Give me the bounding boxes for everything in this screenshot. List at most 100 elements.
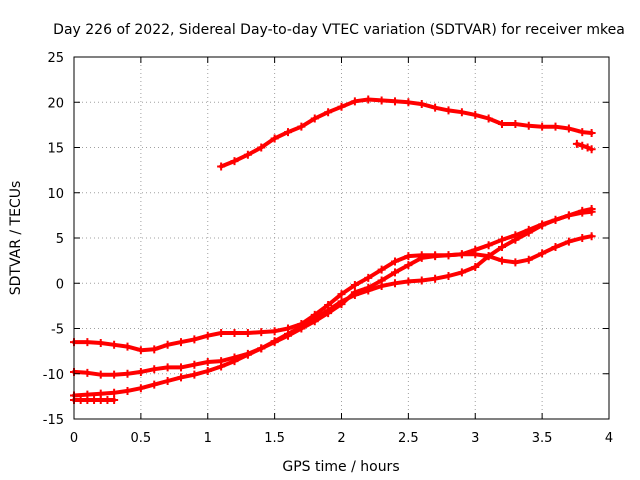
data-point <box>471 245 480 254</box>
x-tick-label: 0 <box>70 431 78 446</box>
data-point <box>538 221 547 230</box>
data-point <box>538 249 547 258</box>
data-point <box>391 279 399 288</box>
data-point <box>417 100 426 109</box>
data-point <box>96 370 105 379</box>
data-point <box>284 329 292 338</box>
data-point <box>76 395 85 404</box>
data-point <box>377 281 386 290</box>
x-axis-label: GPS time / hours <box>282 459 399 475</box>
y-axis-label: SDTVAR / TECUs <box>8 181 24 296</box>
data-point <box>83 368 92 377</box>
data-point <box>538 122 547 131</box>
data-point <box>564 237 573 246</box>
chart-title: Day 226 of 2022, Sidereal Day-to-day VTE… <box>53 22 625 38</box>
data-point <box>551 215 560 224</box>
series-track-c <box>70 207 596 400</box>
data-point <box>203 357 212 366</box>
y-tick-label: 15 <box>47 142 64 157</box>
data-point <box>578 208 587 217</box>
data-point <box>444 106 453 115</box>
y-tick-label: 20 <box>47 96 64 111</box>
data-point <box>524 228 533 237</box>
data-point <box>498 235 506 244</box>
data-point <box>163 363 172 372</box>
series-band <box>72 209 594 398</box>
data-point <box>391 257 399 266</box>
series-upper-tail <box>572 139 596 154</box>
axis-ticks: 0 0.5 1 1.5 2 2.5 3 3.5 4 -15 -10 -5 0 5 10 15 20 25 <box>43 51 613 446</box>
data-layer <box>70 95 596 404</box>
data-point <box>163 376 172 385</box>
x-tick-label: 1 <box>204 431 212 446</box>
data-point <box>136 346 145 355</box>
data-point <box>110 388 119 397</box>
x-tick-label: 2.5 <box>398 431 419 446</box>
data-point <box>564 124 573 133</box>
data-point <box>457 268 466 277</box>
data-point <box>391 268 399 277</box>
data-point <box>498 256 506 265</box>
data-point <box>364 286 373 295</box>
data-point <box>284 128 292 137</box>
series-track-a <box>70 232 596 355</box>
data-point <box>551 122 560 131</box>
data-point <box>136 367 145 376</box>
grid <box>74 57 609 419</box>
data-point <box>123 386 132 395</box>
data-point <box>150 345 159 354</box>
data-point <box>110 395 119 404</box>
data-point <box>103 395 112 404</box>
data-point <box>110 340 119 349</box>
data-point <box>350 291 359 300</box>
data-point <box>163 340 172 349</box>
data-point <box>243 150 252 159</box>
data-point <box>243 350 252 359</box>
data-point <box>337 297 346 306</box>
data-point <box>83 395 92 404</box>
data-point <box>564 211 573 220</box>
y-tick-label: 25 <box>47 51 64 66</box>
data-point <box>217 162 226 171</box>
data-point <box>337 290 346 299</box>
data-point <box>572 139 581 148</box>
data-point <box>511 258 520 267</box>
data-point <box>578 128 587 137</box>
y-tick-label: -15 <box>43 413 64 428</box>
data-point <box>444 251 453 260</box>
data-point <box>587 207 596 216</box>
data-point <box>324 306 333 315</box>
data-point <box>177 338 185 347</box>
data-point <box>551 243 560 252</box>
data-point <box>498 119 506 128</box>
data-point <box>511 235 520 244</box>
data-point <box>578 234 587 242</box>
data-point <box>310 314 319 323</box>
data-point <box>83 338 92 347</box>
y-tick-label: -5 <box>51 323 64 338</box>
data-point <box>230 157 239 166</box>
data-point <box>587 145 596 154</box>
y-tick-label: 10 <box>47 187 64 202</box>
data-point <box>150 380 159 389</box>
data-point <box>471 110 480 119</box>
data-point <box>177 373 185 382</box>
data-point <box>177 363 185 372</box>
data-point <box>217 329 226 338</box>
data-point <box>578 141 587 150</box>
data-point <box>337 102 346 111</box>
data-point <box>404 98 413 107</box>
data-point <box>350 281 359 290</box>
x-tick-label: 4 <box>605 431 613 446</box>
data-point <box>457 250 466 259</box>
data-point <box>587 129 596 138</box>
data-point <box>230 357 239 366</box>
data-point <box>484 114 493 123</box>
x-tick-label: 0.5 <box>131 431 152 446</box>
data-point <box>297 322 306 331</box>
data-point <box>417 253 426 262</box>
data-point <box>444 272 453 281</box>
data-point <box>350 97 359 106</box>
data-point <box>310 114 319 123</box>
